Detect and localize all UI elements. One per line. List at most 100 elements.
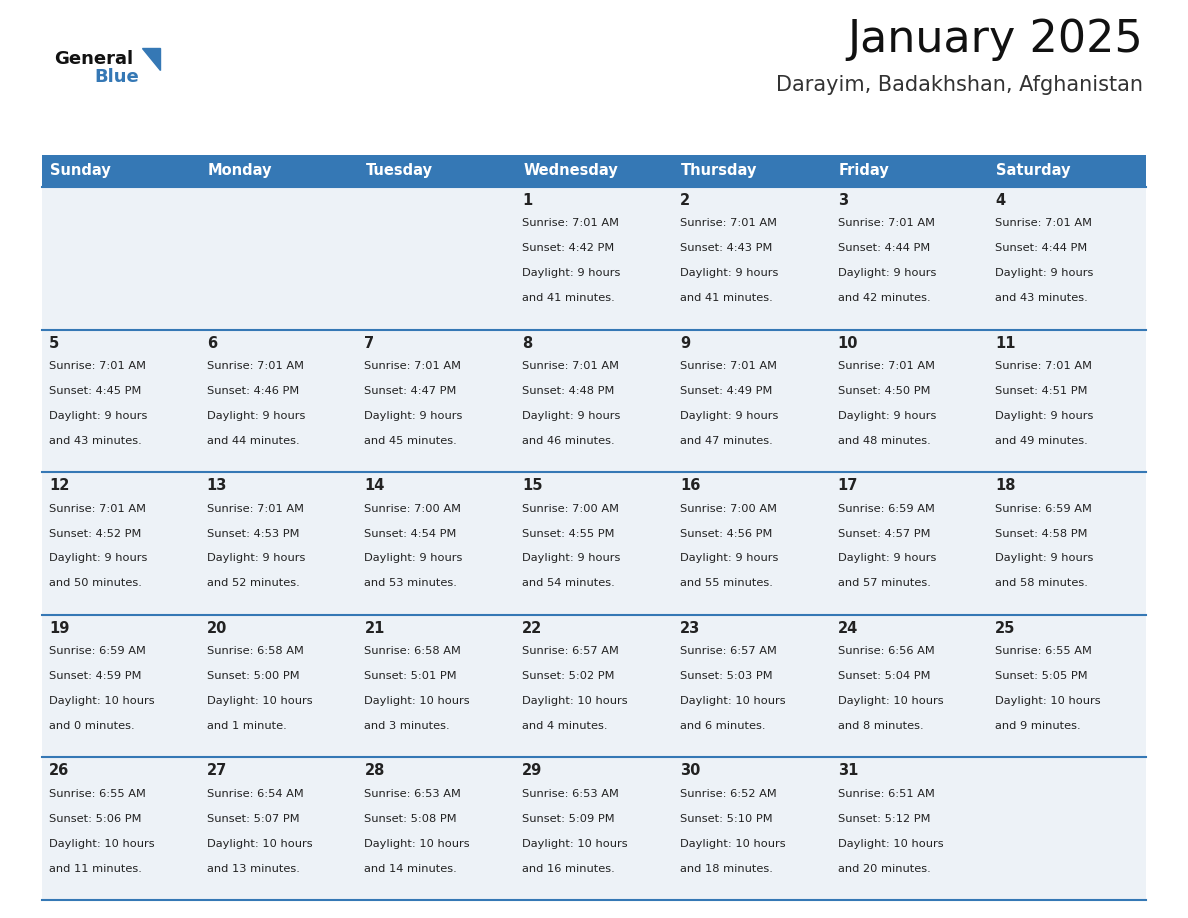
Text: Sunrise: 7:00 AM: Sunrise: 7:00 AM — [365, 504, 461, 513]
Text: Daylight: 10 hours: Daylight: 10 hours — [207, 696, 312, 706]
Text: and 11 minutes.: and 11 minutes. — [49, 864, 141, 874]
Bar — [42, 615, 200, 757]
Text: 25: 25 — [996, 621, 1016, 636]
Bar — [988, 757, 1146, 900]
Text: Sunset: 4:55 PM: Sunset: 4:55 PM — [523, 529, 614, 539]
Text: and 41 minutes.: and 41 minutes. — [680, 293, 772, 303]
Bar — [830, 757, 988, 900]
Text: 6: 6 — [207, 336, 217, 351]
Bar — [516, 472, 672, 615]
Text: Sunrise: 6:58 AM: Sunrise: 6:58 AM — [207, 646, 304, 656]
Text: General: General — [53, 50, 133, 68]
Text: Sunrise: 7:01 AM: Sunrise: 7:01 AM — [207, 361, 304, 371]
Text: Daylight: 9 hours: Daylight: 9 hours — [207, 554, 305, 564]
Text: Sunset: 4:53 PM: Sunset: 4:53 PM — [207, 529, 299, 539]
Text: Sunrise: 7:00 AM: Sunrise: 7:00 AM — [523, 504, 619, 513]
Text: Sunset: 5:02 PM: Sunset: 5:02 PM — [523, 671, 614, 681]
Text: 13: 13 — [207, 478, 227, 493]
Bar — [672, 472, 830, 615]
Text: Sunset: 4:56 PM: Sunset: 4:56 PM — [680, 529, 772, 539]
Text: and 53 minutes.: and 53 minutes. — [365, 578, 457, 588]
Text: 4: 4 — [996, 193, 1005, 208]
Text: and 6 minutes.: and 6 minutes. — [680, 721, 765, 731]
Text: Sunrise: 6:55 AM: Sunrise: 6:55 AM — [996, 646, 1092, 656]
Bar — [358, 187, 516, 330]
Text: Sunrise: 7:00 AM: Sunrise: 7:00 AM — [680, 504, 777, 513]
Text: Sunset: 4:44 PM: Sunset: 4:44 PM — [838, 243, 930, 253]
Bar — [516, 187, 672, 330]
Bar — [358, 472, 516, 615]
Bar — [988, 330, 1146, 472]
Text: Sunset: 5:00 PM: Sunset: 5:00 PM — [207, 671, 299, 681]
Text: Daylight: 9 hours: Daylight: 9 hours — [838, 554, 936, 564]
Text: Sunset: 5:10 PM: Sunset: 5:10 PM — [680, 813, 772, 823]
Text: Daylight: 9 hours: Daylight: 9 hours — [49, 554, 147, 564]
Text: Sunset: 5:01 PM: Sunset: 5:01 PM — [365, 671, 457, 681]
Text: Daylight: 9 hours: Daylight: 9 hours — [838, 411, 936, 420]
Text: 27: 27 — [207, 764, 227, 778]
Bar — [830, 472, 988, 615]
Text: and 14 minutes.: and 14 minutes. — [365, 864, 457, 874]
Text: Sunset: 4:52 PM: Sunset: 4:52 PM — [49, 529, 141, 539]
Text: 9: 9 — [680, 336, 690, 351]
Text: 8: 8 — [523, 336, 532, 351]
Text: Blue: Blue — [94, 68, 139, 86]
Bar — [358, 615, 516, 757]
Text: Saturday: Saturday — [997, 163, 1070, 178]
Bar — [672, 615, 830, 757]
Text: and 13 minutes.: and 13 minutes. — [207, 864, 299, 874]
Text: 20: 20 — [207, 621, 227, 636]
Text: Tuesday: Tuesday — [366, 163, 432, 178]
Text: Sunset: 4:44 PM: Sunset: 4:44 PM — [996, 243, 1087, 253]
Bar — [516, 330, 672, 472]
Bar — [200, 472, 358, 615]
Text: 3: 3 — [838, 193, 848, 208]
Bar — [672, 757, 830, 900]
Text: Daylight: 10 hours: Daylight: 10 hours — [49, 696, 154, 706]
Text: 15: 15 — [523, 478, 543, 493]
Text: Friday: Friday — [839, 163, 890, 178]
Text: Sunrise: 7:01 AM: Sunrise: 7:01 AM — [680, 361, 777, 371]
Text: and 18 minutes.: and 18 minutes. — [680, 864, 772, 874]
Text: 14: 14 — [365, 478, 385, 493]
Text: Sunrise: 6:59 AM: Sunrise: 6:59 AM — [996, 504, 1092, 513]
Bar — [200, 757, 358, 900]
Text: Sunset: 4:45 PM: Sunset: 4:45 PM — [49, 386, 141, 396]
Text: 2: 2 — [680, 193, 690, 208]
Text: 19: 19 — [49, 621, 69, 636]
Text: 5: 5 — [49, 336, 59, 351]
Text: Sunday: Sunday — [50, 163, 110, 178]
Bar — [42, 472, 200, 615]
Text: and 50 minutes.: and 50 minutes. — [49, 578, 141, 588]
Text: 23: 23 — [680, 621, 700, 636]
Text: Sunset: 4:43 PM: Sunset: 4:43 PM — [680, 243, 772, 253]
Text: Darayim, Badakhshan, Afghanistan: Darayim, Badakhshan, Afghanistan — [776, 75, 1143, 95]
Bar — [672, 330, 830, 472]
Text: Sunrise: 7:01 AM: Sunrise: 7:01 AM — [996, 218, 1092, 229]
Text: Sunrise: 6:57 AM: Sunrise: 6:57 AM — [680, 646, 777, 656]
Text: and 8 minutes.: and 8 minutes. — [838, 721, 923, 731]
Text: Sunset: 4:59 PM: Sunset: 4:59 PM — [49, 671, 141, 681]
Text: Sunrise: 6:53 AM: Sunrise: 6:53 AM — [523, 789, 619, 799]
Text: Sunset: 4:50 PM: Sunset: 4:50 PM — [838, 386, 930, 396]
Text: 10: 10 — [838, 336, 858, 351]
Text: 26: 26 — [49, 764, 69, 778]
Text: 18: 18 — [996, 478, 1016, 493]
Text: Daylight: 10 hours: Daylight: 10 hours — [49, 839, 154, 848]
Text: Sunrise: 6:57 AM: Sunrise: 6:57 AM — [523, 646, 619, 656]
Text: and 55 minutes.: and 55 minutes. — [680, 578, 772, 588]
Text: and 43 minutes.: and 43 minutes. — [49, 436, 141, 446]
Text: and 20 minutes.: and 20 minutes. — [838, 864, 930, 874]
Text: Daylight: 9 hours: Daylight: 9 hours — [996, 268, 1094, 278]
Text: Sunset: 4:54 PM: Sunset: 4:54 PM — [365, 529, 457, 539]
Text: Sunrise: 7:01 AM: Sunrise: 7:01 AM — [996, 361, 1092, 371]
Text: and 43 minutes.: and 43 minutes. — [996, 293, 1088, 303]
Text: 24: 24 — [838, 621, 858, 636]
Text: Daylight: 9 hours: Daylight: 9 hours — [207, 411, 305, 420]
Text: and 9 minutes.: and 9 minutes. — [996, 721, 1081, 731]
Text: 12: 12 — [49, 478, 69, 493]
Text: Daylight: 9 hours: Daylight: 9 hours — [523, 554, 620, 564]
Text: January 2025: January 2025 — [847, 18, 1143, 61]
Text: Sunrise: 6:53 AM: Sunrise: 6:53 AM — [365, 789, 461, 799]
Text: Sunrise: 7:01 AM: Sunrise: 7:01 AM — [838, 361, 935, 371]
